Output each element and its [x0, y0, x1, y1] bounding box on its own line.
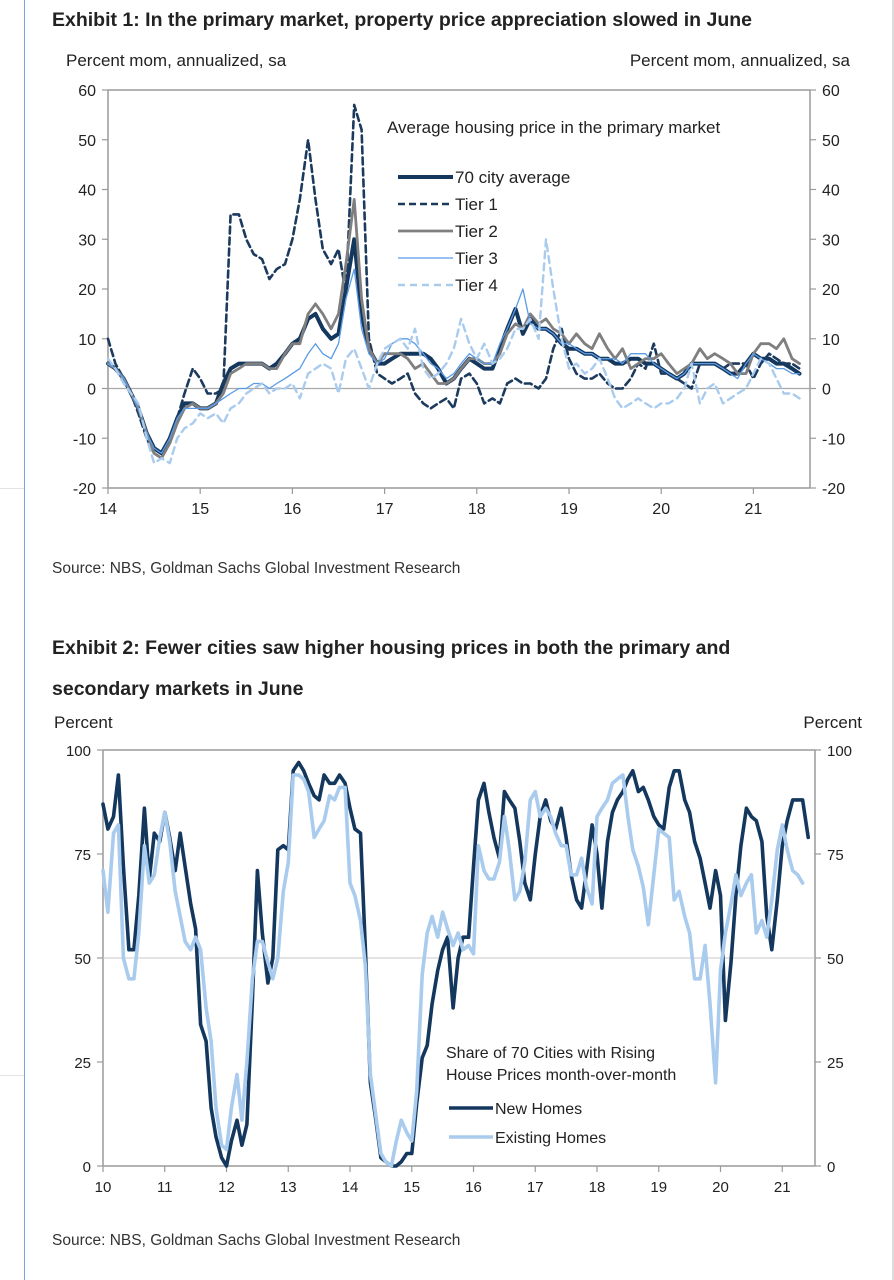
x-tick-label: 21	[745, 501, 763, 518]
left-y-tick-label: 60	[78, 83, 96, 100]
right-y-tick-label: 40	[822, 183, 840, 200]
legend-label-new-homes: New Homes	[495, 1101, 582, 1118]
right-y-tick-label: 100	[827, 743, 852, 760]
right-y-tick-label: 60	[822, 83, 840, 100]
left-y-tick-label: 20	[78, 282, 96, 299]
x-tick-label: 18	[468, 501, 486, 518]
legend-title: House Prices month-over-month	[446, 1067, 676, 1084]
x-tick-label: 18	[589, 1179, 606, 1196]
right-y-tick-label: 50	[822, 133, 840, 150]
x-tick-label: 15	[403, 1179, 420, 1196]
x-tick-label: 14	[342, 1179, 359, 1196]
exhibit-2-title-line-2: secondary markets in June	[52, 678, 304, 700]
right-y-tick-label: 20	[822, 282, 840, 299]
x-tick-label: 11	[157, 1179, 173, 1196]
x-tick-label: 19	[650, 1179, 667, 1196]
x-tick-label: 19	[560, 501, 578, 518]
left-y-tick-label: 40	[78, 183, 96, 200]
x-tick-label: 16	[284, 501, 302, 518]
page-margin-rule	[24, 0, 25, 1280]
left-y-tick-label: 30	[78, 232, 96, 249]
scrollbar-track[interactable]	[892, 0, 894, 1280]
x-tick-label: 10	[95, 1179, 112, 1196]
right-y-tick-label: 30	[822, 232, 840, 249]
x-tick-label: 15	[191, 501, 209, 518]
series-line-new-homes	[101, 760, 811, 1168]
x-tick-label: 17	[376, 501, 394, 518]
series-line-tier-3	[107, 268, 801, 454]
series-line-tier-1	[106, 103, 801, 460]
right-y-tick-label: 0	[827, 1159, 835, 1176]
exhibit-1-title: Exhibit 1: In the primary market, proper…	[52, 9, 753, 31]
series-line-tier-2	[106, 197, 801, 460]
x-tick-label: 14	[99, 501, 117, 518]
left-y-tick-label: -10	[73, 431, 96, 448]
legend-title: Share of 70 Cities with Rising	[446, 1045, 655, 1062]
chart2-left-axis-unit: Percent	[54, 713, 113, 732]
x-tick-label: 20	[652, 501, 670, 518]
chart1-right-axis-unit: Percent mom, annualized, sa	[629, 51, 850, 70]
left-y-tick-label: -20	[73, 481, 96, 498]
exhibit-1-source: Source: NBS, Goldman Sachs Global Invest…	[52, 560, 461, 577]
exhibit-2-title-line-1: Exhibit 2: Fewer cities saw higher housi…	[52, 637, 731, 659]
x-tick-label: 17	[527, 1179, 544, 1196]
exhibit-2-source: Source: NBS, Goldman Sachs Global Invest…	[52, 1232, 461, 1249]
chart2-right-axis-unit: Percent	[803, 713, 862, 732]
x-tick-label: 13	[280, 1179, 297, 1196]
x-tick-label: 16	[465, 1179, 482, 1196]
series-line-tier-4	[106, 238, 801, 465]
right-y-tick-label: 50	[827, 951, 844, 968]
right-y-tick-label: 25	[827, 1055, 844, 1072]
legend-label-tier-4: Tier 4	[455, 276, 498, 295]
right-y-tick-label: -20	[822, 481, 845, 498]
left-y-tick-label: 50	[78, 133, 96, 150]
legend-label-tier-3: Tier 3	[455, 249, 498, 268]
left-y-tick-label: 25	[74, 1055, 91, 1072]
chart1-left-axis-unit: Percent mom, annualized, sa	[66, 51, 287, 70]
left-y-tick-label: 50	[74, 951, 91, 968]
margin-divider	[0, 1075, 24, 1076]
legend-label-existing-homes: Existing Homes	[495, 1130, 606, 1147]
x-tick-label: 21	[774, 1179, 791, 1196]
right-y-tick-label: 10	[822, 332, 840, 349]
left-y-tick-label: 0	[83, 1159, 91, 1176]
x-tick-label: 12	[218, 1179, 235, 1196]
legend-title: Average housing price in the primary mar…	[387, 118, 721, 137]
series-line-existing-homes	[101, 773, 805, 1168]
left-y-tick-label: 100	[66, 743, 91, 760]
margin-divider	[0, 488, 24, 489]
legend-label-70-city-average: 70 city average	[455, 168, 570, 187]
legend-label-tier-2: Tier 2	[455, 222, 498, 241]
right-y-tick-label: 0	[822, 382, 831, 399]
left-y-tick-label: 10	[78, 332, 96, 349]
right-y-tick-label: -10	[822, 431, 845, 448]
left-y-tick-label: 0	[87, 382, 96, 399]
right-y-tick-label: 75	[827, 847, 844, 864]
x-tick-label: 20	[712, 1179, 729, 1196]
legend-label-tier-1: Tier 1	[455, 195, 498, 214]
left-y-tick-label: 75	[74, 847, 91, 864]
